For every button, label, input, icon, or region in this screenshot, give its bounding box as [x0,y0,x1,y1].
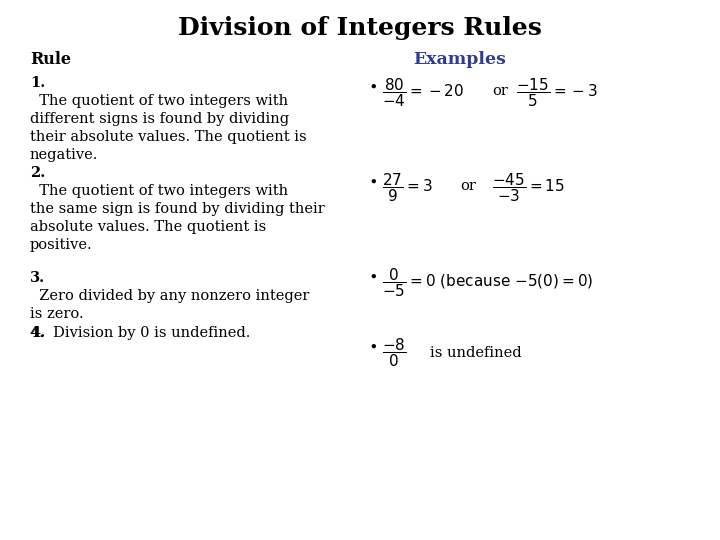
Text: negative.: negative. [30,148,99,162]
Text: 2.: 2. [30,166,45,180]
Text: Copyright © 2015, 2011, 2007 Pearson Education, Inc.: Copyright © 2015, 2011, 2007 Pearson Edu… [290,510,538,519]
Text: Rule: Rule [30,51,71,68]
Text: their absolute values. The quotient is: their absolute values. The quotient is [30,130,307,144]
Text: $\dfrac{80}{-4} = -20$: $\dfrac{80}{-4} = -20$ [382,76,464,109]
Text: different signs is found by dividing: different signs is found by dividing [30,112,289,126]
Text: Division of Integers Rules: Division of Integers Rules [178,16,542,40]
Text: $\bullet$: $\bullet$ [368,338,377,353]
Text: $\dfrac{27}{9} = 3$: $\dfrac{27}{9} = 3$ [382,171,433,204]
Text: 4.: 4. [30,326,45,340]
Text: is undefined: is undefined [430,346,521,360]
Text: $\bullet$: $\bullet$ [368,78,377,93]
Text: 1.: 1. [30,76,45,90]
Text: is zero.: is zero. [30,307,84,321]
Text: The quotient of two integers with: The quotient of two integers with [30,184,288,198]
Text: $\dfrac{-15}{5} = -3$: $\dfrac{-15}{5} = -3$ [516,76,598,109]
Text: $\dfrac{0}{-5} = 0$ (because $-5(0) = 0$): $\dfrac{0}{-5} = 0$ (because $-5(0) = 0$… [382,266,593,299]
Text: The quotient of two integers with: The quotient of two integers with [30,94,288,108]
Text: PEARSON: PEARSON [510,508,585,522]
Text: or: or [460,179,476,193]
Text: positive.: positive. [30,238,93,252]
Text: or: or [492,84,508,98]
Text: $\dfrac{-45}{-3} = 15$: $\dfrac{-45}{-3} = 15$ [492,171,565,204]
Text: ALWAYS LEARNING: ALWAYS LEARNING [14,510,117,520]
Text: Zero divided by any nonzero integer: Zero divided by any nonzero integer [30,289,310,303]
Text: $\dfrac{-8}{0}$: $\dfrac{-8}{0}$ [382,336,407,369]
Text: Section 5.2,  Slide 25: Section 5.2, Slide 25 [572,510,683,520]
Text: $\bullet$: $\bullet$ [368,173,377,188]
Text: $\bullet$: $\bullet$ [368,268,377,283]
Text: 3.: 3. [30,271,45,285]
Text: 4.  Division by 0 is undefined.: 4. Division by 0 is undefined. [30,326,251,340]
Text: Examples: Examples [413,51,506,68]
Text: absolute values. The quotient is: absolute values. The quotient is [30,220,266,234]
Text: the same sign is found by dividing their: the same sign is found by dividing their [30,202,325,216]
